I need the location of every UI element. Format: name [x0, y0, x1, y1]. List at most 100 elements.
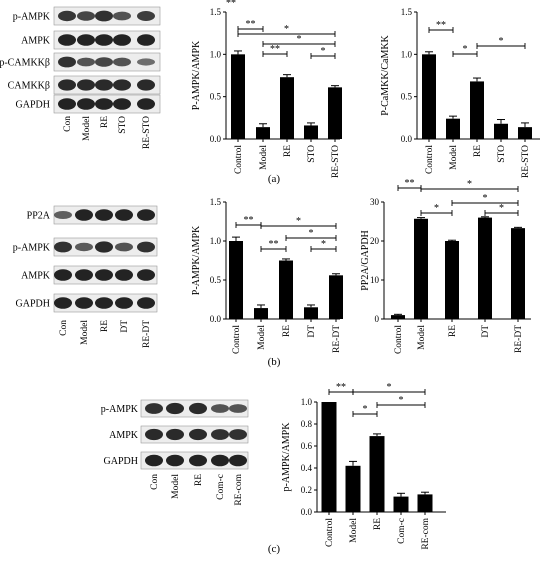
blot-band [58, 56, 76, 68]
bar [446, 118, 460, 139]
blot-band [95, 241, 113, 253]
y-axis-label: p-AMPK/AMPK [281, 422, 292, 492]
bar [329, 275, 343, 319]
x-tick-label: STO [497, 145, 507, 163]
y-tick-label: 1.5 [210, 197, 222, 207]
blot-row-label: CAMKKβ [8, 81, 50, 92]
x-tick-label: RE [373, 518, 383, 530]
significance-mark: * [399, 395, 404, 406]
blot-lane-label: Model [80, 320, 90, 345]
significance-mark: * [499, 36, 504, 47]
blot-lane-label: Con [59, 320, 69, 336]
bar [391, 315, 405, 319]
x-tick-label: Control [394, 325, 404, 354]
blot-row-label: GAPDH [16, 100, 50, 111]
panel-label: (a) [268, 173, 281, 185]
y-tick-label: 0.0 [401, 134, 413, 144]
bar [478, 217, 492, 319]
x-tick-label: Control [232, 325, 242, 354]
blot-band [95, 98, 113, 110]
blot-band [58, 10, 76, 22]
blot-row-label: GAPDH [16, 299, 50, 310]
blot-lane-label: RE-com [234, 473, 244, 505]
blot-band [189, 454, 207, 467]
bar [417, 494, 433, 512]
x-tick-label: Control [234, 145, 244, 174]
significance-mark: * [296, 216, 301, 227]
y-tick-label: 0.2 [301, 485, 312, 495]
blot-band [54, 269, 72, 281]
y-tick-label: 0.8 [301, 419, 313, 429]
x-tick-label: DT [481, 325, 491, 338]
y-axis-label: PP2A/GAPDH [360, 230, 371, 291]
blot-band [77, 34, 95, 46]
blot-band [166, 454, 184, 467]
blot-lane-label: STO [118, 116, 128, 134]
blot-band [75, 209, 93, 221]
blot-row-label: p-AMPK [13, 12, 51, 23]
y-tick-label: 1.0 [301, 397, 313, 407]
blot-band [145, 428, 163, 441]
blot-band [113, 11, 131, 21]
x-tick-label: Model [259, 145, 269, 170]
bar [511, 228, 525, 319]
blot-band [137, 34, 155, 46]
blot-lane-label: RE [100, 116, 110, 128]
y-tick-label: 20 [370, 236, 380, 246]
blot-band [115, 242, 133, 252]
blot-band [145, 403, 163, 414]
x-tick-label: RE-DT [514, 325, 524, 353]
significance-mark: * [297, 34, 302, 45]
blot-band [211, 429, 229, 440]
x-tick-label: RE [282, 325, 292, 337]
bar [369, 436, 385, 512]
blot-band [95, 209, 113, 221]
blot-band [137, 297, 155, 309]
blot-band [95, 269, 113, 281]
blot-lane-label: Model [82, 116, 92, 141]
blot-band [58, 34, 76, 46]
y-tick-label: 0.0 [210, 314, 222, 324]
blot-band [211, 404, 229, 413]
bar [393, 496, 409, 512]
bar [304, 307, 318, 319]
blot-band [137, 241, 155, 253]
blot-band [113, 98, 131, 110]
bar-chart-1: 0.0 0.5 1.0 1.5 P-AMPK/AMPK Control Model RE STO… [191, 0, 342, 178]
y-tick-label: 0 [375, 314, 380, 324]
blot-band [166, 402, 184, 415]
significance-mark: ** [269, 239, 279, 250]
x-tick-label: Model [349, 518, 359, 543]
blot-band [189, 402, 207, 415]
y-tick-label: 30 [370, 197, 380, 207]
x-tick-label: Control [425, 145, 435, 174]
y-tick-label: 0.0 [301, 507, 313, 517]
blot-band [137, 209, 155, 221]
blot-lane-label: Con [150, 474, 160, 490]
blot-band [137, 79, 155, 91]
x-tick-label: Model [257, 325, 267, 350]
significance-mark: * [483, 193, 488, 204]
y-tick-label: 1.5 [401, 7, 413, 17]
y-tick-label: 0.0 [210, 134, 222, 144]
blot-band [54, 211, 72, 219]
blot-band [58, 98, 76, 110]
y-tick-label: 1.0 [401, 49, 413, 59]
blot-band [75, 297, 93, 309]
y-tick-label: 10 [370, 275, 380, 285]
blot-band [189, 428, 207, 441]
y-tick-label: 0.4 [301, 463, 313, 473]
panel-label: (b) [268, 356, 281, 368]
blot-band [229, 429, 247, 440]
blot-band [115, 269, 133, 281]
significance-mark: ** [405, 178, 415, 189]
blot-band [54, 241, 72, 253]
blot-row-label: PP2A [27, 211, 51, 222]
significance-mark: * [387, 382, 392, 393]
significance-mark: ** [246, 19, 256, 30]
blot-lane-label: Con [63, 116, 73, 132]
significance-mark: ** [436, 20, 446, 31]
bar-chart-3: 0.0 0.5 1.0 1.5 P-AMPK/AMPK Control Model RE DT R… [191, 197, 343, 354]
